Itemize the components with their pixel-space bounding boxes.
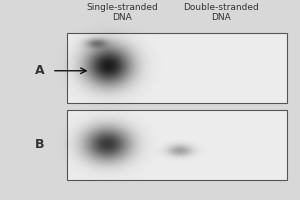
FancyBboxPatch shape <box>67 33 287 103</box>
Text: Double-stranded
DNA: Double-stranded DNA <box>183 3 259 22</box>
Text: Single-stranded
DNA: Single-stranded DNA <box>86 3 158 22</box>
FancyBboxPatch shape <box>67 110 287 180</box>
Text: B: B <box>35 138 45 151</box>
Text: A: A <box>35 64 45 77</box>
